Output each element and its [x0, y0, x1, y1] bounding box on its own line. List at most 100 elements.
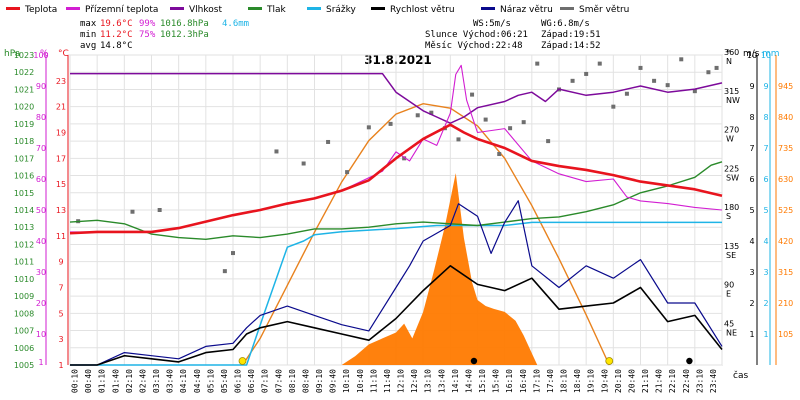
wind-direction-point	[222, 269, 227, 274]
x-tick-label: 15:10	[478, 369, 487, 393]
pressure-tick: 1013	[14, 223, 34, 232]
series-line-6	[70, 200, 723, 366]
x-tick-label: 01:10	[98, 369, 107, 393]
x-tick-label: 06:10	[234, 369, 243, 393]
direction-tick: 360	[724, 48, 739, 57]
wind-tick: 3	[749, 268, 754, 277]
humidity-tick: 60	[36, 175, 46, 184]
x-tick-label: 13:10	[424, 369, 433, 393]
direction-label: S	[726, 212, 731, 221]
x-tick-label: 09:40	[329, 369, 338, 393]
direction-tick: 180	[724, 203, 739, 212]
legend-label-7: Směr větru	[579, 5, 629, 15]
x-tick-label: 05:40	[220, 369, 229, 393]
temperature-tick: 1	[58, 361, 63, 370]
temperature-tick: 15	[56, 180, 66, 189]
solar-tick: 210	[778, 299, 793, 308]
moon-marker	[686, 357, 693, 365]
humidity-tick: 40	[36, 237, 46, 246]
x-tick-label: 18:40	[573, 369, 582, 393]
x-tick-label: 21:10	[641, 369, 650, 393]
direction-label: NE	[726, 328, 737, 337]
stats-sun-rise: Slunce Východ:06:21	[425, 30, 528, 40]
wind-tick: 8	[749, 113, 754, 122]
stats-max-temp: 19.6°C	[100, 19, 133, 29]
direction-tick: 225	[724, 164, 739, 173]
stats-max-press: 1016.8hPa	[160, 19, 209, 29]
wind-direction-point	[714, 65, 719, 70]
temperature-tick: 17	[56, 154, 66, 163]
legend-swatch-0	[6, 7, 20, 10]
wind-direction-point	[638, 65, 643, 70]
wind-direction-point	[483, 117, 488, 122]
sun-marker	[605, 357, 614, 365]
series-line-5	[70, 264, 723, 366]
x-tick-label: 20:40	[627, 369, 636, 393]
rain-tick: 6	[763, 175, 768, 184]
solar-tick: 420	[778, 237, 793, 246]
rain-tick: 7	[763, 144, 768, 153]
wind-direction-point	[652, 78, 657, 83]
humidity-tick: 1	[38, 358, 43, 367]
stats-min-temp: 11.2°C	[100, 30, 133, 40]
humidity-tick: 30	[36, 268, 46, 277]
stats-max-label: max	[80, 19, 97, 29]
wind-direction-point	[345, 170, 350, 175]
solar-tick: 525	[778, 206, 793, 215]
pressure-tick: 1018	[14, 137, 34, 146]
wind-direction-point	[157, 208, 162, 212]
direction-label: N	[726, 57, 732, 66]
wind-tick: 2	[749, 299, 754, 308]
direction-label: SW	[726, 173, 739, 182]
legend-swatch-6	[481, 7, 495, 10]
humidity-unit: %	[40, 49, 49, 59]
pressure-tick: 1009	[14, 292, 34, 301]
sun-marker	[238, 357, 247, 365]
series-line-4	[70, 221, 722, 366]
x-tick-label: 17:40	[546, 369, 555, 393]
rain-tick: 4	[763, 237, 768, 246]
x-tick-label: 16:40	[519, 369, 528, 393]
solar-tick: 105	[778, 330, 793, 339]
x-tick-label: 12:40	[410, 369, 419, 393]
legend-swatch-4	[307, 7, 321, 10]
direction-tick: 45	[724, 319, 734, 328]
solar-tick: 840	[778, 113, 793, 122]
x-tick-label: 10:10	[342, 369, 351, 393]
pressure-tick: 1023	[14, 51, 34, 60]
stats-min-label: min	[80, 30, 96, 40]
direction-label: E	[726, 290, 731, 299]
x-tick-label: 01:40	[111, 369, 120, 393]
wind-tick: 5	[749, 206, 754, 215]
pressure-tick: 1012	[14, 240, 34, 249]
pressure-tick: 1005	[14, 361, 34, 370]
legend-swatch-3	[248, 7, 262, 10]
legend-label-5: Rychlost větru	[390, 5, 455, 15]
x-tick-label: 11:40	[383, 369, 392, 393]
legend-label-2: Vlhkost	[189, 5, 222, 15]
solar-tick: 315	[778, 268, 793, 277]
rain-tick: 1	[763, 330, 768, 339]
x-tick-label: 03:10	[152, 369, 161, 393]
direction-unit: °	[726, 49, 731, 59]
legend-swatch-1	[66, 7, 80, 10]
rain-tick: 5	[763, 206, 768, 215]
pressure-tick: 1008	[14, 309, 34, 318]
pressure-unit: hPa	[4, 49, 20, 59]
stats-wind-gust: WG:6.8m/s	[541, 19, 590, 29]
humidity-tick: 10	[36, 330, 46, 339]
axis-units: hPa % °C ° m/s mm	[4, 49, 780, 59]
pressure-tick: 1014	[14, 206, 34, 215]
stats-moon-rise: Měsíc Východ:22:48	[425, 41, 523, 51]
wind-direction-point	[535, 61, 540, 66]
pressure-tick: 1015	[14, 189, 34, 198]
x-tick-label: 16:10	[505, 369, 514, 393]
legend-swatch-5	[371, 7, 385, 10]
wind-direction-point	[470, 92, 475, 97]
pressure-tick: 1021	[14, 85, 34, 94]
stats-avg-temp: 14.8°C	[100, 41, 133, 51]
x-tick-label: 23:40	[709, 369, 718, 393]
stats-panel: max 19.6°C 99% 1016.8hPa 4.6mm min 11.2°…	[80, 19, 601, 51]
wind-direction-point	[508, 126, 513, 131]
